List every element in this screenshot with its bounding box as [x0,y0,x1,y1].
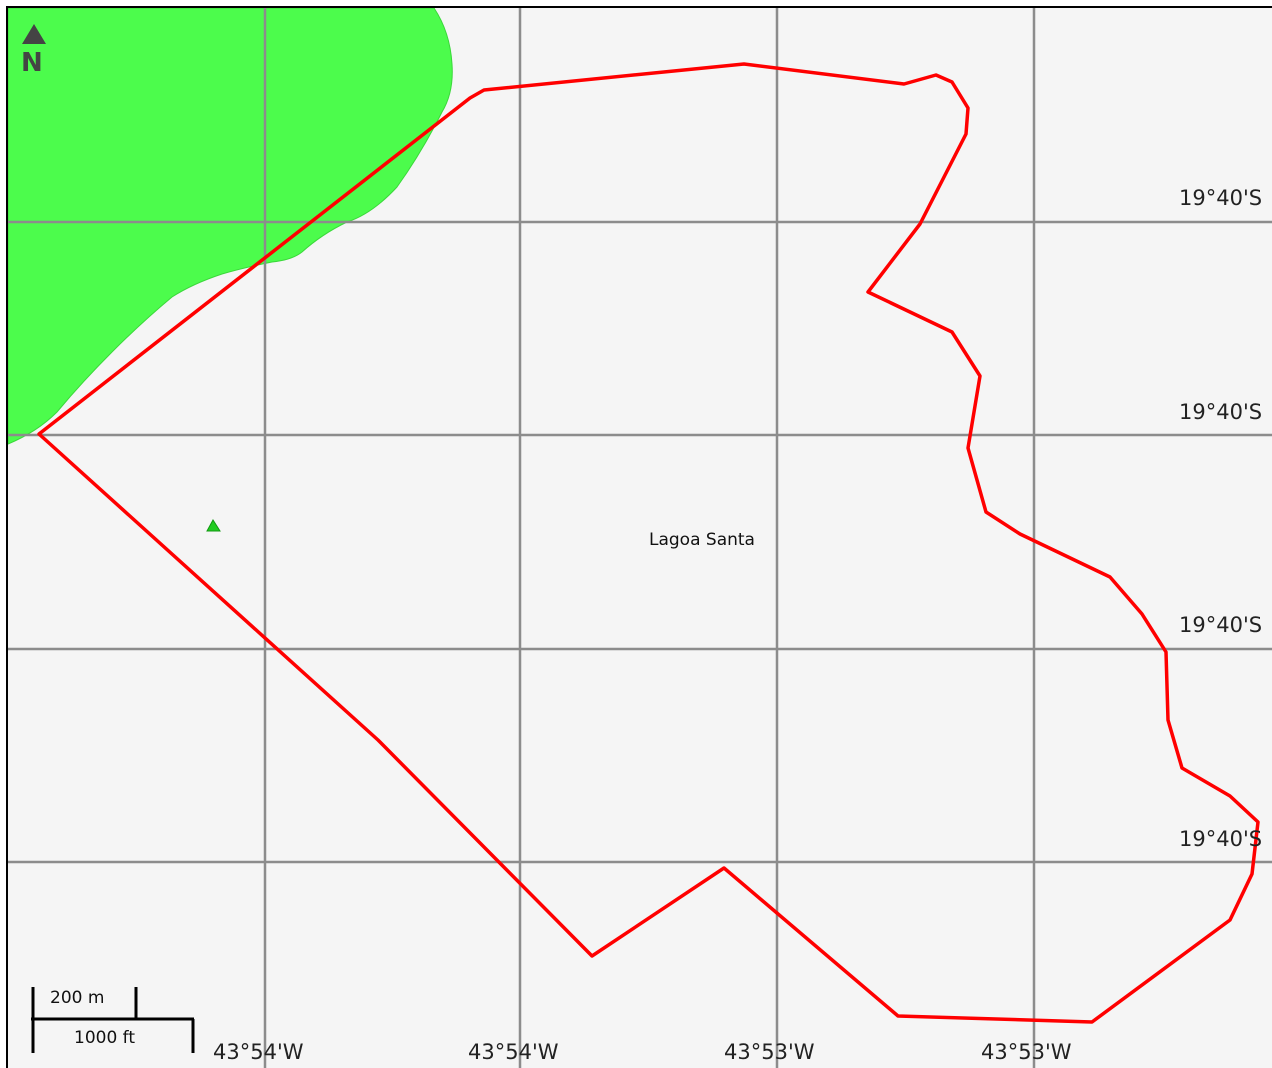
map-canvas[interactable] [8,8,1272,1068]
longitude-label: 43°54'W [213,1040,304,1064]
latitude-label: 19°40'S [1179,186,1263,210]
scale-metric-label: 200 m [50,988,105,1008]
north-label: N [21,48,43,78]
municipality-boundary[interactable] [37,62,1260,1024]
north-arrow-icon [22,24,46,44]
latitude-label: 19°40'S [1179,613,1263,637]
scale-bar-graphic [31,987,195,1053]
scale-imperial-label: 1000 ft [74,1028,136,1048]
longitude-label: 43°53'W [981,1040,1072,1064]
peak-marker-icon[interactable] [206,519,221,532]
place-label: Lagoa Santa [649,530,755,550]
longitude-label: 43°53'W [724,1040,815,1064]
latitude-label: 19°40'S [1179,400,1263,424]
park-area [8,8,453,445]
longitude-label: 43°54'W [468,1040,559,1064]
map-view[interactable]: N 19°40'S 19°40'S 19°40'S 19°40'S 43°54'… [6,6,1272,1068]
latitude-label: 19°40'S [1179,827,1263,851]
